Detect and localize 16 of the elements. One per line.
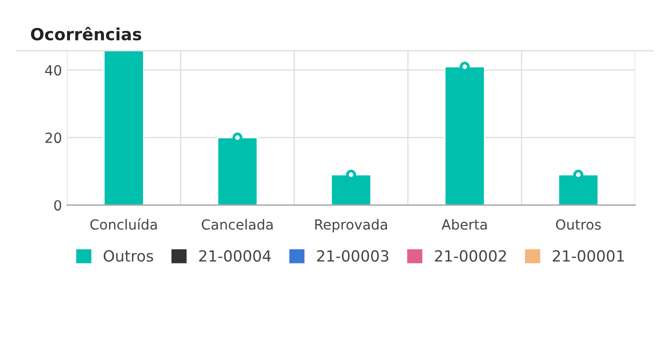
- y-tick-label: 40: [45, 65, 62, 76]
- y-tick-label: 0: [54, 200, 62, 211]
- legend-label: 21-00001: [552, 250, 624, 262]
- legend-label: Outros: [104, 250, 154, 262]
- legend-label: 21-00002: [434, 250, 506, 262]
- legend-label: 21-00003: [317, 250, 388, 262]
- bar: [103, 50, 144, 206]
- x-tick-label: Aberta: [442, 218, 487, 230]
- y-tick-label: 20: [45, 132, 62, 144]
- bar: [216, 136, 258, 206]
- x-tick-label: Reprovada: [315, 218, 387, 232]
- x-tick-label: Cancelada: [202, 218, 273, 230]
- x-tick-label: Outros: [556, 219, 601, 230]
- chart-title: Ocorrências: [30, 26, 142, 40]
- legend-label: 21-00004: [199, 250, 271, 262]
- x-tick-label: Concluída: [90, 218, 157, 230]
